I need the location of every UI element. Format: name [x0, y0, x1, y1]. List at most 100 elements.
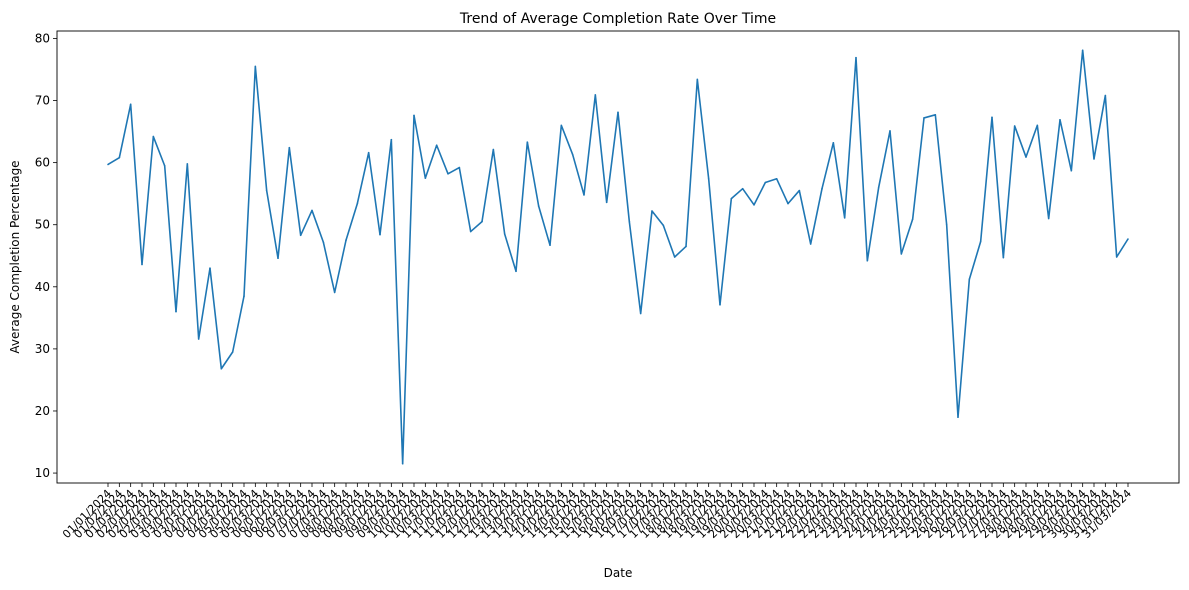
data-point: [889, 130, 891, 132]
data-point: [254, 65, 257, 68]
data-point: [809, 243, 812, 245]
data-point: [141, 263, 143, 266]
data-point: [118, 156, 121, 159]
data-point: [719, 304, 721, 306]
data-point: [220, 367, 223, 370]
plot-frame: [56, 30, 1180, 484]
data-point: [923, 117, 925, 119]
data-point: [549, 244, 551, 247]
data-point: [1047, 217, 1050, 220]
y-tick-label: 80: [35, 31, 50, 45]
data-point: [945, 223, 948, 226]
data-point: [277, 257, 279, 260]
data-point: [991, 116, 993, 119]
data-point: [526, 141, 529, 143]
data-point: [390, 138, 393, 141]
data-point: [367, 151, 370, 154]
data-point: [605, 201, 608, 204]
data-point: [957, 416, 959, 418]
data-point: [662, 224, 665, 227]
data-point: [798, 189, 801, 192]
data-point: [753, 204, 755, 206]
data-point: [1115, 256, 1118, 258]
data-point: [481, 220, 483, 223]
data-point: [243, 295, 245, 297]
data-point: [628, 220, 631, 223]
data-point: [741, 187, 744, 190]
x-axis-label: Date: [604, 566, 633, 580]
data-point: [1036, 124, 1039, 127]
data-point: [730, 197, 733, 200]
data-point: [333, 291, 336, 294]
data-point: [583, 194, 585, 196]
data-point: [424, 177, 427, 179]
data-point: [209, 267, 211, 269]
data-point: [696, 78, 699, 81]
data-point: [821, 187, 823, 190]
data-point: [832, 141, 835, 144]
data-point: [163, 164, 166, 167]
chart-title: Trend of Average Completion Rate Over Ti…: [459, 11, 776, 27]
data-point: [707, 177, 710, 180]
data-point: [1093, 158, 1095, 160]
data-point: [152, 135, 155, 138]
y-tick-label: 50: [35, 218, 50, 232]
data-point: [492, 148, 495, 151]
y-axis-ticks: 10 20 30 40 50 60 70 80: [35, 31, 57, 480]
data-point: [560, 124, 563, 127]
data-points: [107, 49, 1129, 465]
data-point: [900, 253, 903, 255]
data-point: [855, 56, 857, 59]
data-point: [458, 166, 461, 169]
y-tick-label: 20: [35, 404, 50, 418]
data-point: [299, 234, 302, 237]
data-point: [107, 163, 109, 166]
data-point: [265, 189, 268, 192]
x-axis-ticks: 01/01/202401/02/202401/03/202402/01/2024…: [60, 483, 1134, 541]
data-point: [911, 218, 914, 220]
data-point: [594, 94, 597, 96]
data-point: [197, 338, 200, 340]
data-point: [1002, 256, 1005, 259]
data-point: [787, 202, 789, 205]
data-point: [968, 278, 971, 281]
data-point: [1013, 125, 1016, 127]
data-point: [311, 209, 313, 212]
data-point: [447, 173, 449, 175]
y-tick-label: 40: [35, 280, 50, 294]
data-point: [231, 351, 234, 353]
y-axis-label: Average Completion Percentage: [8, 160, 22, 353]
data-point: [537, 205, 540, 207]
data-point: [877, 186, 880, 189]
data-point: [1104, 94, 1107, 97]
data-point: [129, 103, 132, 106]
data-point: [571, 153, 574, 156]
data-point: [843, 217, 846, 219]
data-point: [934, 114, 937, 116]
data-point: [673, 256, 676, 258]
data-point: [651, 210, 653, 212]
data-point: [1025, 156, 1027, 158]
y-tick-label: 70: [35, 94, 50, 108]
data-point: [617, 111, 619, 114]
data-point: [1127, 238, 1129, 240]
data-point: [469, 230, 472, 233]
data-point: [866, 259, 869, 262]
data-point: [1070, 169, 1073, 172]
data-point: [435, 144, 438, 147]
data-point: [775, 177, 778, 180]
data-point: [288, 146, 291, 149]
data-point: [413, 114, 415, 117]
data-point: [503, 233, 506, 235]
data-point: [401, 462, 404, 465]
data-point: [1059, 118, 1061, 121]
y-tick-label: 60: [35, 156, 50, 170]
data-point: [356, 202, 359, 205]
data-point: [186, 163, 189, 165]
data-point: [515, 270, 517, 273]
data-point: [345, 239, 347, 242]
y-tick-label: 30: [35, 342, 50, 356]
data-point: [979, 240, 982, 243]
data-point: [639, 312, 642, 315]
